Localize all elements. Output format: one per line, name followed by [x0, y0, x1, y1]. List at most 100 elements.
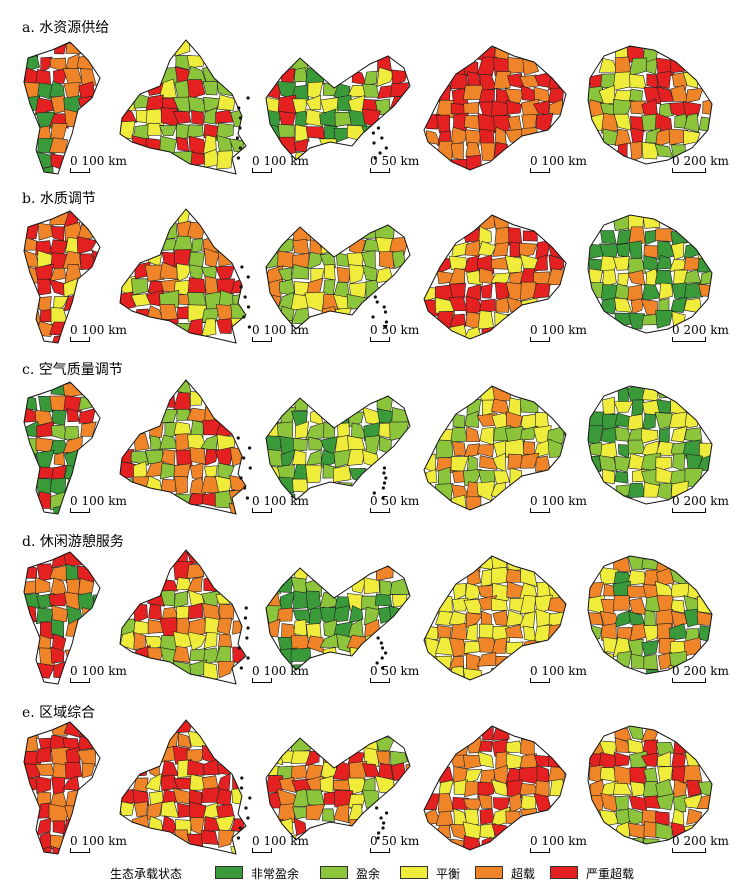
region-surplus	[159, 124, 178, 136]
scalebar-unit: km	[710, 834, 729, 848]
region-very-surplus	[93, 593, 100, 610]
region-overload	[600, 792, 619, 812]
region-very-surplus	[280, 449, 296, 470]
region-balance	[376, 66, 395, 88]
scalebar-line	[530, 168, 550, 173]
region-overload	[495, 296, 510, 313]
map-outline	[119, 39, 247, 175]
island	[238, 116, 243, 120]
map-2	[119, 208, 247, 344]
region-overload	[504, 88, 525, 104]
region-overload	[450, 126, 469, 147]
region-surplus	[462, 468, 482, 487]
island	[239, 476, 243, 480]
region-balance	[363, 747, 380, 768]
region-severe-overload	[173, 392, 191, 412]
map-outline	[587, 725, 713, 845]
region-balance	[477, 751, 494, 768]
region-severe-overload	[188, 789, 203, 805]
scalebar-line	[530, 848, 550, 853]
region-overload	[588, 612, 604, 626]
region-overload	[495, 655, 508, 667]
region-overload	[174, 475, 188, 495]
region-overload	[564, 86, 566, 104]
region-severe-overload	[388, 95, 408, 115]
scalebar-value: 100	[77, 494, 109, 508]
region-balance	[435, 610, 453, 626]
region-severe-overload	[147, 209, 164, 225]
scalebar: 0 100 km	[530, 323, 587, 342]
region-severe-overload	[145, 491, 165, 506]
region-severe-overload	[77, 722, 98, 737]
region-severe-overload	[477, 781, 496, 799]
scalebar: 0 100 km	[70, 665, 127, 683]
scalebar-unit: km	[710, 323, 729, 337]
region-surplus	[464, 410, 479, 429]
region-severe-overload	[479, 128, 495, 145]
region-balance	[120, 120, 136, 140]
scalebar: 0 100 km	[530, 835, 587, 853]
region-severe-overload	[36, 662, 56, 679]
map-outline	[423, 385, 567, 511]
region-overload	[189, 447, 206, 466]
region-severe-overload	[449, 282, 466, 301]
region-severe-overload	[187, 759, 205, 776]
region-overload	[201, 209, 220, 225]
region-balance	[323, 834, 339, 840]
island	[244, 606, 248, 610]
scalebar-unit: km	[400, 323, 420, 337]
region-overload	[564, 295, 566, 313]
scalebar: 0 200 km	[672, 834, 729, 853]
region-balance	[519, 253, 539, 273]
scalebar-zero: 0	[70, 834, 78, 848]
region-surplus	[173, 660, 193, 675]
region-surplus	[520, 425, 539, 441]
region-balance	[133, 620, 150, 635]
region-overload	[434, 568, 455, 587]
region-surplus	[645, 58, 658, 75]
island	[382, 466, 387, 470]
scalebar-unit: km	[400, 154, 420, 168]
legend-title: 生态承载状态	[110, 867, 183, 881]
scalebar-value: 100	[537, 323, 569, 337]
region-surplus	[644, 609, 656, 627]
legend-swatch-severe-overload	[550, 866, 578, 879]
region-surplus	[436, 386, 452, 400]
region-balance	[147, 122, 162, 136]
island	[371, 315, 375, 319]
scalebar: 0 100 km	[252, 155, 309, 173]
region-balance	[405, 56, 410, 71]
region-very-surplus	[671, 282, 687, 299]
region-severe-overload	[64, 761, 83, 780]
region-surplus	[291, 307, 311, 325]
region-balance	[601, 269, 617, 289]
map-outline	[23, 41, 101, 175]
legend-swatch-surplus	[320, 866, 348, 879]
region-overload	[630, 297, 645, 314]
region-overload	[65, 53, 81, 70]
region-overload	[37, 222, 54, 241]
region-surplus	[628, 257, 647, 274]
island	[237, 646, 241, 650]
map-outline	[265, 55, 411, 161]
region-balance	[322, 647, 339, 665]
region-severe-overload	[424, 793, 441, 811]
region-balance	[294, 124, 310, 142]
region-very-surplus	[348, 605, 364, 624]
scalebar-line	[70, 848, 90, 853]
region-balance	[521, 386, 537, 401]
scalebar: 0 200 km	[672, 323, 729, 342]
region-surplus	[389, 789, 408, 805]
scalebar-line	[370, 337, 390, 342]
island	[240, 265, 244, 269]
region-severe-overload	[532, 283, 551, 299]
region-overload	[390, 636, 405, 653]
region-very-surplus	[277, 578, 294, 593]
region-severe-overload	[162, 676, 178, 684]
scalebar-line	[252, 337, 272, 342]
region-balance	[490, 779, 510, 798]
region-overload	[332, 779, 353, 791]
region-surplus	[700, 386, 712, 401]
region-overload	[463, 443, 481, 459]
scalebar-unit: km	[710, 494, 729, 508]
